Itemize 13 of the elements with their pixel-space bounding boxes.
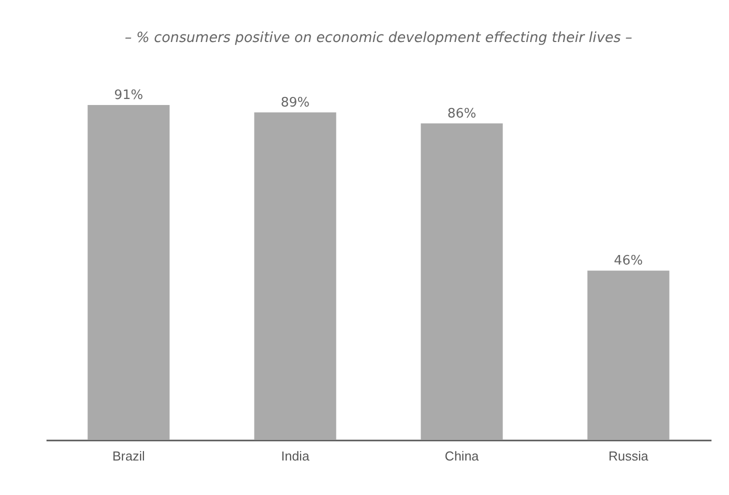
x-tick-label: India	[281, 448, 310, 464]
chart-title: – % consumers positive on economic development effecting their lives –	[124, 30, 632, 46]
data-label: 86%	[447, 106, 476, 122]
x-tick-label: China	[444, 448, 480, 464]
bar	[587, 270, 670, 440]
bar	[254, 112, 336, 440]
x-tick-label: Brazil	[112, 448, 145, 464]
bar	[420, 123, 503, 440]
data-label: 46%	[614, 254, 643, 269]
data-label: 91%	[114, 88, 144, 103]
bar	[88, 105, 170, 440]
x-tick-label: Russia	[608, 448, 650, 464]
data-label: 89%	[280, 95, 310, 110]
